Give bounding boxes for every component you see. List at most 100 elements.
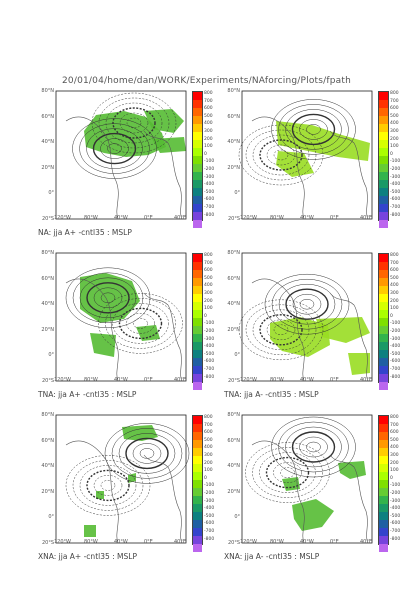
colorbar-swatch <box>193 270 202 278</box>
map-frame <box>55 252 187 382</box>
colorbar <box>192 91 203 228</box>
map-panel: 80°N 60°N 40°N 20°N 0° 20°S 120°W 80°W 40°W 0°E 40… <box>38 410 224 568</box>
colorbar-swatch <box>193 432 202 440</box>
colorbar-swatch <box>379 472 388 480</box>
contour-map <box>55 414 190 544</box>
mslp-contour <box>278 421 349 473</box>
significance-shading <box>276 151 314 177</box>
longitude-label: 40°W <box>114 215 128 221</box>
colorbar-swatch <box>193 148 202 156</box>
colorbar-label: -500 <box>204 351 215 357</box>
mslp-contour <box>291 113 336 146</box>
colorbar-swatch <box>379 124 388 132</box>
colorbar-swatch <box>379 496 388 504</box>
colorbar-swatch <box>193 334 202 342</box>
colorbar-label: 300 <box>204 453 213 458</box>
longitude-label: 120°W <box>54 377 71 383</box>
colorbar-label: 0 <box>390 151 393 157</box>
latitude-label: 20°N <box>41 326 54 333</box>
colorbar-label: -100 <box>390 159 401 165</box>
contour-map <box>55 252 187 382</box>
longitude-label: 40°E <box>174 377 187 383</box>
mslp-contour <box>245 129 317 181</box>
latitude-label: 40°N <box>41 463 54 470</box>
colorbar-swatch <box>379 270 388 278</box>
mslp-contour <box>265 456 310 489</box>
mslp-contour <box>245 442 330 503</box>
colorbar <box>378 91 389 228</box>
colorbar-label: -500 <box>390 351 401 357</box>
mslp-contour <box>79 123 150 174</box>
colorbar-label: 100 <box>390 468 399 474</box>
colorbar-swatch <box>193 204 202 212</box>
latitude-label: 0° <box>234 352 240 359</box>
colorbar-swatch <box>193 318 202 326</box>
mslp-contour <box>299 298 315 310</box>
longitude-label: 120°W <box>240 215 257 221</box>
colorbar-swatch <box>379 318 388 326</box>
colorbar-swatch <box>193 278 202 286</box>
mslp-contour <box>252 134 310 176</box>
colorbar-swatch <box>193 350 202 358</box>
colorbar-label: -600 <box>390 521 401 527</box>
colorbar-label: -700 <box>204 205 215 210</box>
colorbar-label: -400 <box>204 182 215 188</box>
latitude-label: 40°N <box>41 301 54 308</box>
colorbar-swatch <box>379 528 388 536</box>
colorbar-swatch <box>193 326 202 334</box>
longitude-label: 40°E <box>360 377 373 383</box>
latitude-label: 80°N <box>41 412 54 418</box>
colorbar-swatch <box>379 278 388 286</box>
longitude-label: 0°E <box>144 539 153 545</box>
colorbar-swatch <box>193 188 202 196</box>
colorbar-label: 600 <box>390 268 399 274</box>
mslp-contour <box>278 283 336 325</box>
mslp-contour <box>306 441 321 453</box>
colorbar-swatch <box>193 374 202 382</box>
colorbar-label: 300 <box>204 129 213 134</box>
mslp-contour <box>266 319 296 341</box>
coastline <box>251 116 369 220</box>
mslp-contour <box>291 431 336 463</box>
map-frame <box>55 90 187 220</box>
map-frame <box>241 90 373 220</box>
mslp-contour <box>100 480 116 491</box>
colorbar-label: 600 <box>390 430 399 436</box>
colorbar-label: 400 <box>390 283 399 289</box>
colorbar-swatch <box>379 254 388 262</box>
colorbar-swatch <box>193 544 202 552</box>
latitude-label: 80°N <box>227 412 240 418</box>
colorbar-swatch <box>193 212 202 220</box>
mslp-contour <box>273 149 289 161</box>
colorbar-swatch <box>193 196 202 204</box>
colorbar-label: 300 <box>204 291 213 296</box>
colorbar-label: 100 <box>390 306 399 312</box>
mslp-contour <box>306 124 321 135</box>
longitude-label: 0°E <box>144 215 153 221</box>
colorbar-label: 200 <box>204 136 213 142</box>
longitude-label: 40°W <box>300 539 314 545</box>
colorbar-label: 200 <box>390 298 399 304</box>
colorbar-label: 700 <box>204 260 213 266</box>
mslp-contour <box>79 465 137 506</box>
mslp-contour <box>259 452 316 493</box>
colorbar-swatch <box>379 100 388 108</box>
colorbar-swatch <box>193 520 202 528</box>
colorbar-label: 100 <box>390 144 399 150</box>
colorbar-swatch <box>193 294 202 302</box>
longitude-label: 0°E <box>330 377 339 383</box>
colorbar-label: 0 <box>204 475 207 481</box>
colorbar-label: -600 <box>204 197 215 203</box>
mslp-contour <box>271 416 356 478</box>
colorbar-label: 700 <box>390 260 399 266</box>
colorbar-label: 0 <box>204 151 207 157</box>
colorbar-label: 800 <box>390 91 399 96</box>
colorbar-label: 400 <box>390 121 399 127</box>
colorbar-swatch <box>379 520 388 528</box>
longitude-label: 80°W <box>84 539 98 545</box>
colorbar-label: -300 <box>204 336 215 342</box>
colorbar-swatch <box>193 220 202 228</box>
latitude-label: 80°N <box>227 250 240 256</box>
panel-caption: TNA: jja A+ -cntl35 : MSLP <box>38 390 137 399</box>
colorbar-swatch <box>379 440 388 448</box>
